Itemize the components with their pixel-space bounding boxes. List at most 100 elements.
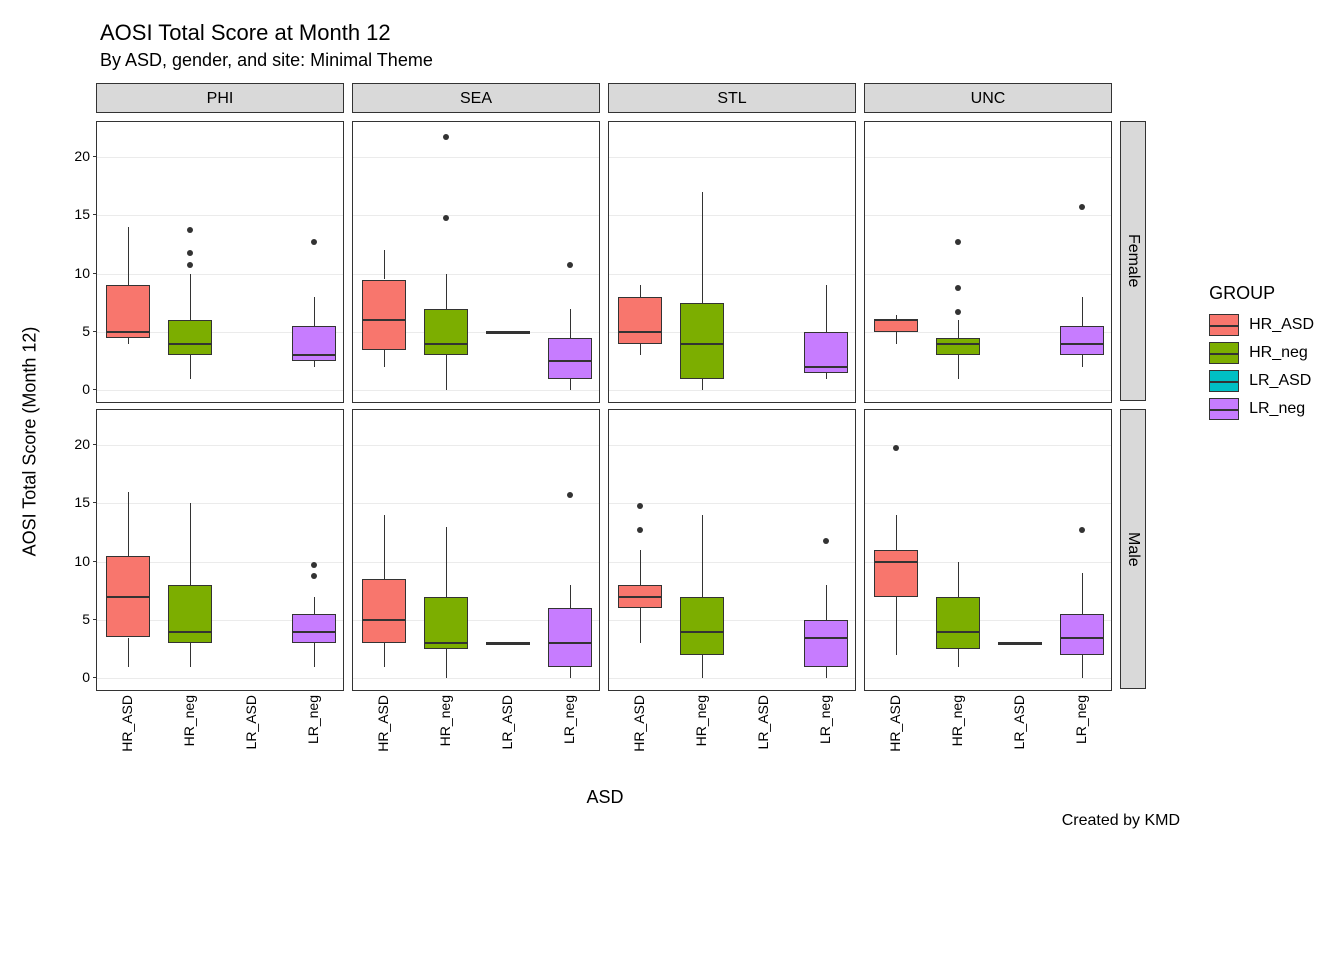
grid-line <box>97 503 343 504</box>
boxplot-median <box>804 366 848 368</box>
boxplot-median <box>618 331 662 333</box>
boxplot-median <box>548 642 592 644</box>
boxplot-whisker <box>640 344 641 356</box>
x-tick-label: HR_ASD <box>887 695 903 752</box>
facet-col-header: STL <box>608 83 856 113</box>
y-tick-label: 5 <box>82 323 90 339</box>
x-tick-label: LR_neg <box>817 695 833 744</box>
boxplot-whisker <box>826 667 827 679</box>
boxplot-outlier <box>311 573 317 579</box>
boxplot-median <box>424 642 468 644</box>
boxplot-whisker <box>1082 573 1083 614</box>
x-tick-label: LR_ASD <box>499 695 515 749</box>
boxplot-whisker <box>570 585 571 608</box>
boxplot-whisker <box>1082 355 1083 367</box>
y-tick-label: 0 <box>82 669 90 685</box>
x-tick-label: HR_ASD <box>631 695 647 752</box>
boxplot-outlier <box>567 492 573 498</box>
x-tick-label: LR_neg <box>305 695 321 744</box>
x-tick-label: HR_neg <box>181 695 197 746</box>
x-tick-label: LR_ASD <box>755 695 771 749</box>
boxplot-whisker <box>384 515 385 579</box>
grid-line <box>609 678 855 679</box>
chart-title: AOSI Total Score at Month 12 <box>100 20 1324 46</box>
x-axis-label: ASD <box>60 787 1150 808</box>
boxplot-whisker <box>314 361 315 367</box>
y-axis-label: AOSI Total Score (Month 12) <box>20 327 41 557</box>
grid-line <box>609 503 855 504</box>
y-tick-label: 5 <box>82 611 90 627</box>
legend-key <box>1209 398 1239 420</box>
boxplot-whisker <box>128 492 129 556</box>
boxplot-outlier <box>187 227 193 233</box>
grid-line <box>97 215 343 216</box>
boxplot-median <box>936 631 980 633</box>
boxplot-whisker <box>384 350 385 368</box>
boxplot-outlier <box>187 250 193 256</box>
legend-key <box>1209 370 1239 392</box>
grid-line <box>609 562 855 563</box>
boxplot-median <box>168 631 212 633</box>
boxplot-outlier <box>567 262 573 268</box>
boxplot-whisker <box>958 562 959 597</box>
boxplot-whisker <box>190 355 191 378</box>
boxplot-outlier <box>955 239 961 245</box>
grid-line <box>353 562 599 563</box>
boxplot-box <box>618 297 662 344</box>
boxplot-outlier <box>443 215 449 221</box>
boxplot-whisker <box>702 192 703 303</box>
legend-title: GROUP <box>1209 283 1314 304</box>
grid-line <box>865 503 1111 504</box>
boxplot-whisker <box>702 655 703 678</box>
facet-col-header: SEA <box>352 83 600 113</box>
boxplot-median <box>1060 637 1104 639</box>
boxplot-outlier <box>1079 527 1085 533</box>
boxplot-box <box>874 320 918 332</box>
legend-item: LR_neg <box>1209 398 1314 420</box>
boxplot-median <box>618 596 662 598</box>
boxplot-box <box>936 597 980 650</box>
boxplot-median <box>874 319 918 321</box>
boxplot-whisker <box>190 643 191 666</box>
boxplot-median <box>486 642 530 644</box>
boxplot-whisker <box>128 227 129 285</box>
boxplot-median <box>680 631 724 633</box>
facet-col-header: UNC <box>864 83 1112 113</box>
grid-line <box>97 678 343 679</box>
grid-line <box>97 445 343 446</box>
boxplot-whisker <box>640 608 641 643</box>
boxplot-outlier <box>955 285 961 291</box>
y-tick-label: 0 <box>82 381 90 397</box>
facet-panel <box>96 121 344 403</box>
boxplot-box <box>362 579 406 643</box>
legend-item: LR_ASD <box>1209 370 1314 392</box>
grid-line <box>353 445 599 446</box>
boxplot-whisker <box>826 373 827 379</box>
boxplot-median <box>362 319 406 321</box>
x-tick-label: HR_ASD <box>119 695 135 752</box>
boxplot-outlier <box>187 262 193 268</box>
boxplot-whisker <box>826 285 827 332</box>
chart-subtitle: By ASD, gender, and site: Minimal Theme <box>100 50 1324 71</box>
boxplot-median <box>106 596 150 598</box>
boxplot-box <box>874 550 918 597</box>
boxplot-whisker <box>446 355 447 390</box>
boxplot-whisker <box>896 515 897 550</box>
boxplot-median <box>292 631 336 633</box>
boxplot-median <box>362 619 406 621</box>
boxplot-box <box>168 320 212 355</box>
boxplot-whisker <box>128 338 129 344</box>
boxplot-outlier <box>311 239 317 245</box>
grid-line <box>97 390 343 391</box>
boxplot-box <box>1060 614 1104 655</box>
legend: GROUP HR_ASD HR_neg LR_ASD LR_neg <box>1209 283 1314 426</box>
legend-key <box>1209 314 1239 336</box>
boxplot-median <box>292 354 336 356</box>
boxplot-whisker <box>384 643 385 666</box>
boxplot-whisker <box>314 297 315 326</box>
facet-panel <box>608 121 856 403</box>
boxplot-whisker <box>958 320 959 338</box>
grid-line <box>97 274 343 275</box>
x-tick-label: LR_ASD <box>243 695 259 749</box>
y-tick-label: 20 <box>74 148 90 164</box>
